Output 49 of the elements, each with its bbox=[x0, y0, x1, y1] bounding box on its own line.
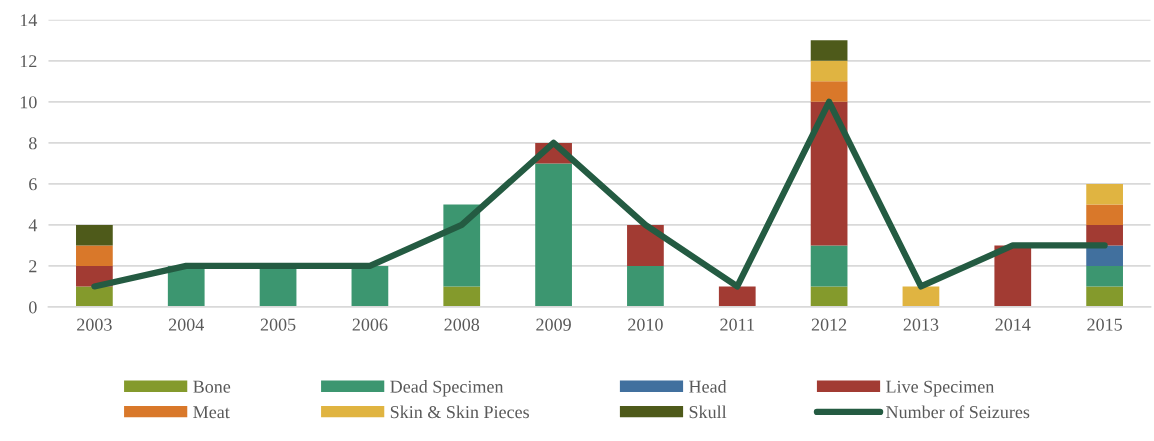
x-tick-label: 2009 bbox=[536, 318, 571, 331]
y-tick-label: 14 bbox=[20, 14, 38, 27]
x-tick-label: 2006 bbox=[352, 318, 388, 331]
bar bbox=[810, 60, 848, 82]
bar bbox=[994, 245, 1032, 307]
y-tick-label: 0 bbox=[29, 301, 37, 314]
legend-label: Meat bbox=[193, 406, 230, 419]
bar bbox=[1086, 204, 1123, 225]
bar bbox=[1086, 286, 1123, 307]
x-tick-label: 2003 bbox=[77, 318, 112, 331]
y-tick-label: 8 bbox=[29, 137, 37, 150]
y-tick-label: 10 bbox=[20, 96, 37, 109]
bar bbox=[351, 265, 389, 307]
legend-label: Number of Seizures bbox=[886, 405, 1030, 419]
bar bbox=[76, 245, 113, 266]
bar bbox=[810, 81, 848, 102]
x-tick-label: 2008 bbox=[444, 318, 480, 331]
y-tick-label: 4 bbox=[28, 219, 38, 232]
bar bbox=[1086, 183, 1123, 205]
x-tick-label: 2015 bbox=[1087, 318, 1122, 331]
legend-label: Live Specimen bbox=[886, 380, 995, 397]
legend-label: Skin & Skin Pieces bbox=[390, 405, 529, 419]
x-tick-label: 2005 bbox=[260, 318, 296, 331]
bar bbox=[76, 224, 113, 246]
bar bbox=[443, 204, 481, 287]
legend-label: Skull bbox=[689, 405, 727, 419]
bar bbox=[718, 286, 756, 307]
bar bbox=[1086, 265, 1123, 287]
bar bbox=[810, 245, 848, 287]
bar bbox=[443, 286, 481, 307]
bar bbox=[535, 163, 572, 307]
bar bbox=[810, 40, 848, 61]
bar bbox=[810, 286, 848, 307]
bar bbox=[627, 265, 664, 307]
x-tick-label: 2012 bbox=[811, 318, 847, 331]
x-tick-label: 2014 bbox=[995, 318, 1031, 331]
x-tick-label: 2004 bbox=[168, 318, 204, 331]
legend-label: Bone bbox=[193, 380, 231, 393]
legend-label: Dead Specimen bbox=[390, 380, 504, 397]
bar bbox=[76, 286, 113, 307]
bar bbox=[902, 286, 940, 307]
bar bbox=[627, 224, 664, 266]
y-tick-label: 6 bbox=[29, 178, 37, 191]
y-tick-label: 12 bbox=[20, 55, 37, 68]
y-tick-label: 2 bbox=[29, 260, 37, 273]
x-tick-label: 2011 bbox=[720, 318, 754, 331]
x-tick-label: 2013 bbox=[903, 318, 939, 331]
legend-label: Head bbox=[689, 380, 727, 393]
x-tick-label: 2010 bbox=[628, 318, 663, 331]
